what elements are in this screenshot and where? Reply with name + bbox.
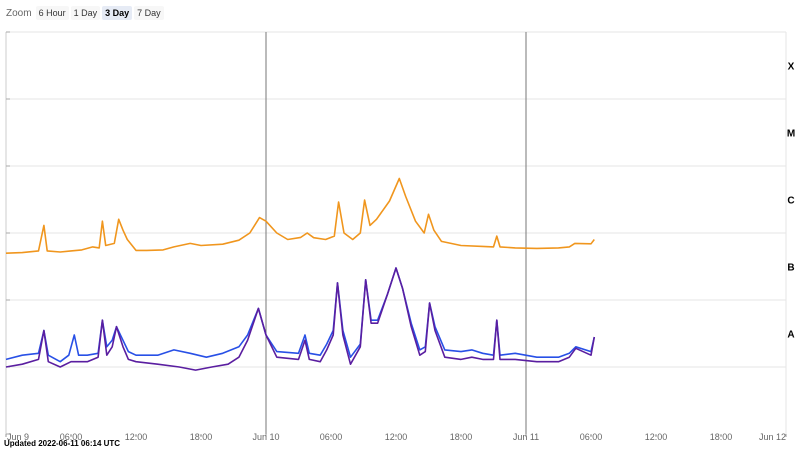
x-tick-label: 12:00 [125,432,148,442]
series-lines [5,177,596,371]
short-wave-flux-line [5,267,596,371]
x-tick-label: Jun 10 [252,432,279,442]
x-tick-label: 06:00 [580,432,603,442]
flare-class-label: M [787,129,795,140]
x-tick-label: 18:00 [190,432,213,442]
zoom-6-hour-button[interactable]: 6 Hour [35,6,69,20]
flare-class-label: C [787,196,794,207]
day-dividers [265,32,527,434]
x-tick-label: 18:00 [710,432,733,442]
flare-class-label: A [787,330,794,341]
x-tick-label: 12:00 [385,432,408,442]
long-wave-flux-line [5,177,595,254]
updated-timestamp: Updated 2022-06-11 06:14 UTC [4,439,121,448]
x-tick-label: Jun 12 [759,432,786,442]
x-tick-label: Jun 11 [513,432,539,442]
short-wave-flux-line-secondary [5,267,596,363]
x-tick-label: 06:00 [320,432,343,442]
zoom-1-day-button[interactable]: 1 Day [70,6,101,20]
x-tick-label: 06:00 [60,432,83,442]
flare-class-label: B [787,263,794,274]
flare-class-labels: A B C M X [787,62,795,341]
grid [5,31,787,435]
flare-class-label: X [788,62,795,73]
zoom-3-day-button[interactable]: 3 Day [102,6,133,20]
x-axis: Jun 9 06:00 12:00 18:00 Jun 10 06:00 12:00 18:0… [5,432,787,442]
x-tick-label: 12:00 [645,432,668,442]
zoom-7-day-button[interactable]: 7 Day [134,6,164,20]
zoom-bar: Zoom 6 Hour 1 Day 3 Day 7 Day [6,5,164,21]
zoom-label: Zoom [6,7,32,19]
x-tick-label: Jun 9 [7,432,29,442]
x-tick-label: 18:00 [450,432,473,442]
